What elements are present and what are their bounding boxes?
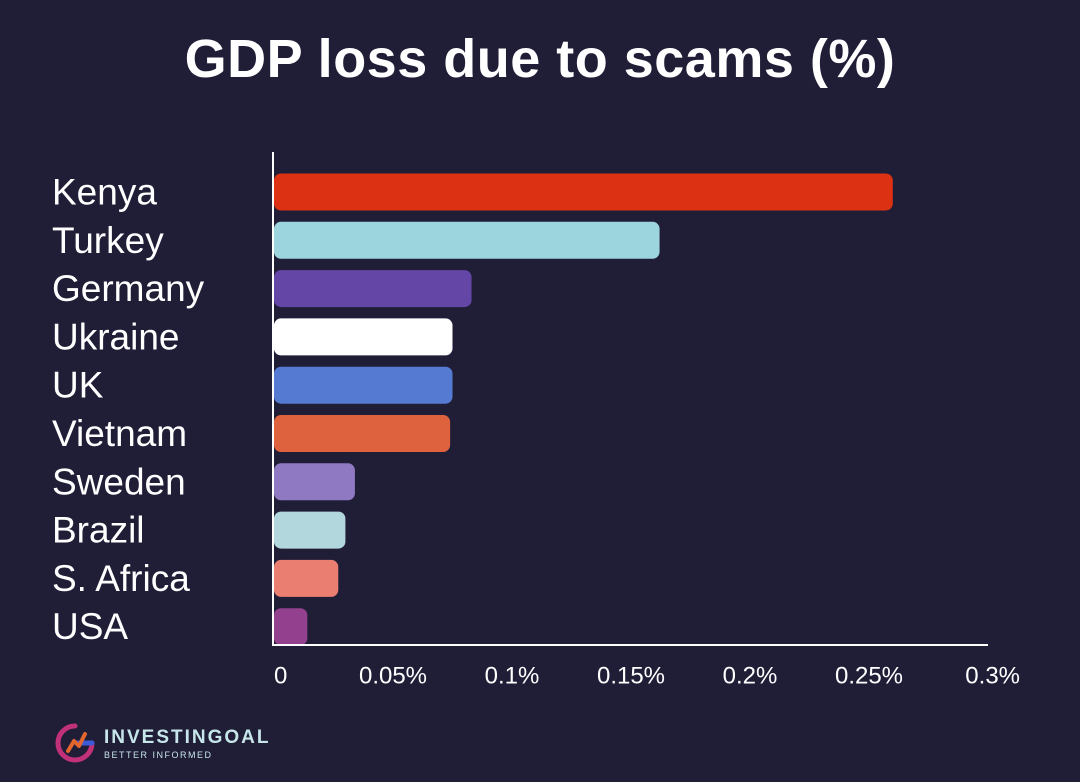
category-label: Brazil: [52, 510, 145, 551]
bar-turkey: [274, 221, 660, 259]
category-label: Sweden: [52, 461, 186, 502]
category-label: Vietnam: [52, 413, 187, 454]
bars: [274, 173, 893, 646]
category-label: UK: [52, 365, 104, 406]
bar-sweden: [274, 463, 355, 501]
x-tick-label: 0.25%: [835, 663, 903, 690]
x-tick-label: 0.15%: [597, 663, 665, 690]
category-labels: Kenya Turkey Germany Ukraine UK Vietnam Sweden…: [52, 172, 205, 648]
bar-uk: [274, 366, 453, 404]
axes: [272, 152, 988, 646]
bar-usa: [274, 608, 308, 646]
x-tick-labels: 0 0.05% 0.1% 0.15% 0.2% 0.25% 0.3%: [274, 663, 1020, 690]
investingoal-logo-icon: [55, 723, 95, 763]
category-label: USA: [52, 606, 128, 647]
chart-title: GDP loss due to scams (%): [184, 29, 896, 89]
category-label: Germany: [52, 268, 205, 309]
x-tick-label: 0.1%: [485, 663, 540, 690]
bar-germany: [274, 270, 472, 308]
category-label: Turkey: [52, 220, 164, 261]
category-label: Ukraine: [52, 316, 180, 357]
x-tick-label: 0: [274, 663, 287, 690]
category-label: Kenya: [52, 172, 157, 213]
brand-name: INVESTINGOAL: [104, 726, 271, 748]
bar-ukraine: [274, 318, 453, 356]
bar-kenya: [274, 173, 893, 211]
brand-logo-block: INVESTINGOAL BETTER INFORMED: [54, 722, 271, 764]
bar-vietnam: [274, 415, 451, 452]
bar-s-africa: [274, 559, 339, 597]
x-tick-label: 0.2%: [723, 663, 778, 690]
bar-brazil: [274, 511, 346, 549]
brand-tagline: BETTER INFORMED: [104, 749, 213, 760]
x-tick-label: 0.05%: [359, 663, 427, 690]
category-label: S. Africa: [52, 558, 190, 599]
x-tick-label: 0.3%: [965, 663, 1020, 690]
